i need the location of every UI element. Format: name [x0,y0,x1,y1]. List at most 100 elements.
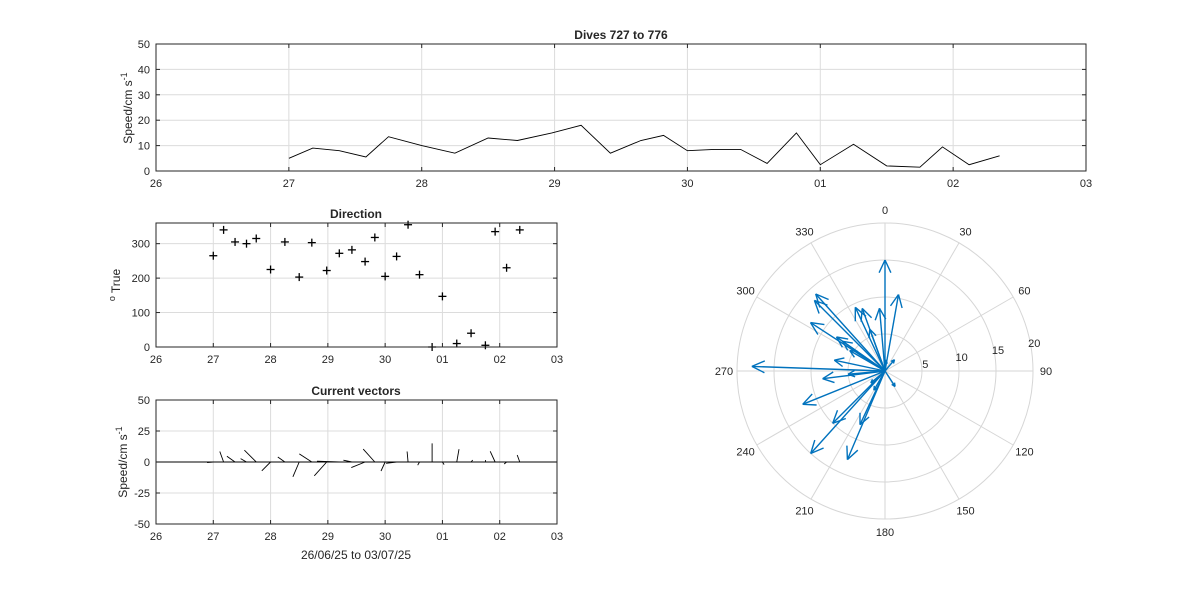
polar-angle-label: 270 [715,366,733,378]
vectors-ytick-label: 25 [138,426,150,438]
polar-arrow [885,371,895,387]
direction-ytick-label: 300 [132,239,150,251]
direction-markers [209,221,523,351]
polar-arrow-head [847,446,848,460]
polar-spoke [885,297,1013,371]
direction-marker [516,226,524,234]
polar-arrow-head [752,361,765,367]
vector-stick [241,459,247,462]
direction-marker [438,292,446,300]
speed-grid [156,44,1086,171]
polar-radius-label: 20 [1028,338,1040,350]
direction-xtick-label: 03 [551,354,563,366]
vector-stick [278,457,285,462]
polar-angle-label: 60 [1018,286,1030,298]
direction-axes-box [156,223,557,347]
direction-title: Direction [330,207,382,221]
polar-radius-label: 15 [992,345,1004,357]
vector-stick [314,462,326,476]
vector-stick [293,462,299,477]
speed-ytick-label: 0 [144,166,150,178]
vectors-xtick-label: 28 [264,531,276,543]
direction-marker [404,221,412,229]
direction-ytick-label: 100 [132,308,150,320]
vector-stick [227,456,235,462]
speed-ylabel: Speed/cm s-1 [119,72,135,143]
direction-marker [361,258,369,266]
direction-marker [308,239,316,247]
polar-arrow-head [899,295,903,309]
polar-arrow-head [823,379,835,383]
direction-xtick-label: 27 [207,354,219,366]
vectors-sticks [207,443,520,476]
vector-stick [490,451,495,462]
speed-xtick-label: 28 [416,178,428,190]
vector-stick [363,449,375,462]
vectors-ytick-label: -50 [134,519,150,531]
vectors-xtick-label: 27 [207,531,219,543]
direction-xtick-label: 01 [436,354,448,366]
direction-ylabel: oTrue [107,269,123,302]
speed-series-line [289,125,1000,167]
direction-marker [467,329,475,337]
polar-angle-label: 30 [959,227,971,239]
polar-angle-label: 120 [1015,447,1033,459]
direction-marker [220,226,228,234]
vectors-ylabel: Speed/cm s-1 [114,426,130,497]
polar-arrow [879,260,891,371]
polar-arrow-shaft [811,371,885,454]
polar-arrow [811,371,885,454]
speed-title: Dives 727 to 776 [574,28,668,42]
direction-marker [335,249,343,257]
polar-arrow-head [879,260,885,273]
direction-marker [231,238,239,246]
polar-angle-label: 90 [1040,366,1052,378]
vectors-ytick-label: 0 [144,457,150,469]
direction-ylabel-sup: o [107,296,117,301]
polar-angle-label: 300 [736,286,754,298]
polar-angle-label: 180 [876,527,894,539]
vectors-ylabel-text: Speed/cm s [116,434,130,497]
vector-stick [262,462,271,471]
direction-marker [348,246,356,254]
vector-stick [457,449,459,462]
polar-angle-label: 330 [795,227,813,239]
direction-marker [491,228,499,236]
speed-ytick-label: 20 [138,115,150,127]
vector-stick [299,454,312,462]
vector-stick [351,462,365,468]
speed-ytick-label: 30 [138,90,150,102]
direction-marker [371,233,379,241]
speed-xtick-label: 26 [150,178,162,190]
vectors-xlabel: 26/06/25 to 03/07/25 [301,548,411,562]
speed-ytick-label: 10 [138,141,150,153]
polar-angle-label: 210 [795,505,813,517]
direction-grid [156,223,557,347]
direction-marker [209,252,217,260]
polar-angle-label: 150 [956,505,974,517]
polar-angle-label: 0 [882,205,888,217]
polar-spoke [885,371,959,499]
vectors-ytick-label: -25 [134,488,150,500]
direction-marker [453,340,461,348]
direction-xtick-label: 02 [494,354,506,366]
vectors-xtick-label: 30 [379,531,391,543]
vector-stick [517,455,520,462]
svg-text:Speed/cm s-1: Speed/cm s-1 [119,72,135,143]
direction-marker [267,266,275,274]
direction-marker [416,271,424,279]
direction-marker [295,273,303,281]
polar-radius-label: 10 [955,352,967,364]
direction-xtick-label: 26 [150,354,162,366]
speed-xtick-label: 30 [681,178,693,190]
vector-stick [407,452,408,463]
polar-arrow-head [875,308,879,320]
speed-ytick-label: 40 [138,64,150,76]
vector-stick [207,462,213,463]
